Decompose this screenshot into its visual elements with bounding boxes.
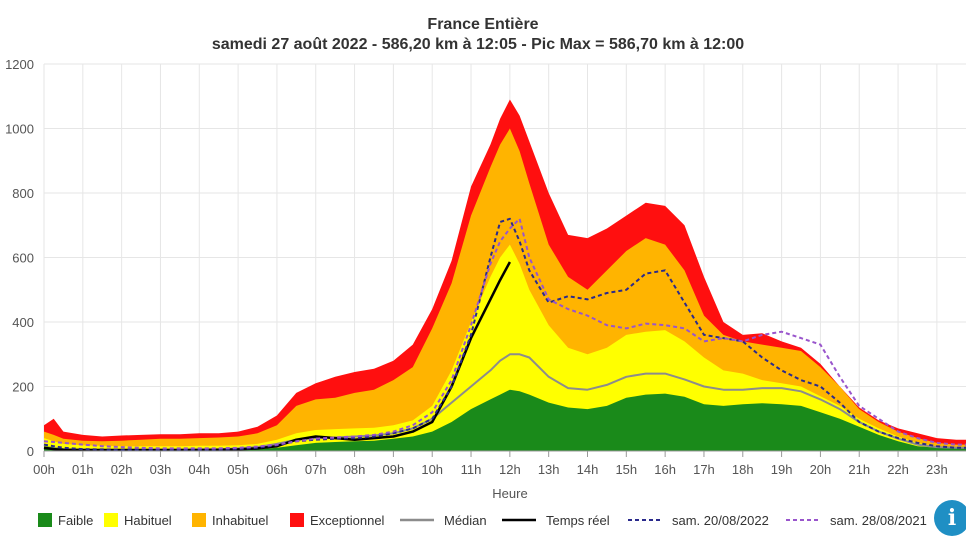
x-tick-label: 04h (188, 462, 210, 477)
legend-label: Faible (58, 513, 93, 528)
legend-item[interactable]: Exceptionnel (290, 513, 385, 528)
series-lines (43, 217, 966, 452)
legend-label: Inhabituel (212, 513, 268, 528)
legend-label: sam. 28/08/2021 (830, 513, 927, 528)
legend-item[interactable]: Inhabituel (192, 513, 268, 528)
x-tick-label: 18h (732, 462, 754, 477)
severity-bands (44, 99, 966, 451)
legend-item[interactable]: sam. 20/08/2022 (628, 513, 769, 528)
legend-item[interactable]: Faible (38, 513, 93, 528)
x-tick-label: 05h (227, 462, 249, 477)
legend-swatch (192, 513, 206, 527)
series-line (43, 217, 966, 451)
legend-item[interactable]: sam. 28/08/2021 (786, 513, 927, 528)
x-tick-label: 23h (926, 462, 948, 477)
legend-item[interactable]: Habituel (104, 513, 172, 528)
legend-swatch (290, 513, 304, 527)
x-tick-label: 07h (305, 462, 327, 477)
y-tick-label: 600 (12, 251, 34, 266)
y-tick-label: 1000 (5, 122, 34, 137)
legend-swatch (104, 513, 118, 527)
y-tick-label: 400 (12, 315, 34, 330)
x-tick-label: 00h (33, 462, 55, 477)
x-tick-label: 17h (693, 462, 715, 477)
x-tick-label: 15h (615, 462, 637, 477)
x-tick-label: 19h (771, 462, 793, 477)
y-tick-label: 200 (12, 380, 34, 395)
band-habituel (44, 244, 966, 451)
x-tick-label: 06h (266, 462, 288, 477)
legend-swatch (38, 513, 52, 527)
x-tick-label: 21h (848, 462, 870, 477)
legend-label: Habituel (124, 513, 172, 528)
y-tick-label: 800 (12, 186, 34, 201)
x-tick-label: 14h (577, 462, 599, 477)
x-tick-label: 10h (421, 462, 443, 477)
x-tick-label: 09h (383, 462, 405, 477)
legend-label: Temps réel (546, 513, 610, 528)
legend-item[interactable]: Temps réel (502, 513, 610, 528)
chart-subtitle: samedi 27 août 2022 - 586,20 km à 12:05 … (212, 36, 744, 53)
axes: 0 200 400 600 800 1000 1200 00h 01h 02h 03h 04h 05h 0… (5, 57, 966, 477)
x-axis-title: Heure (492, 486, 527, 501)
x-tick-label: 08h (344, 462, 366, 477)
legend-label: Médian (444, 513, 487, 528)
x-tick-label: 16h (654, 462, 676, 477)
x-tick-label: 02h (111, 462, 133, 477)
y-tick-label: 0 (27, 444, 34, 459)
x-tick-label: 03h (150, 462, 172, 477)
y-tick-label: 1200 (5, 57, 34, 72)
legend-label: sam. 20/08/2022 (672, 513, 769, 528)
legend-item[interactable]: Médian (400, 513, 487, 528)
band-faible (44, 389, 966, 451)
info-button[interactable]: i (934, 500, 966, 536)
x-tick-label: 22h (887, 462, 909, 477)
legend-label: Exceptionnel (310, 513, 385, 528)
x-tick-label: 20h (810, 462, 832, 477)
x-tick-label: 01h (72, 462, 94, 477)
legend: Faible Habituel Inhabituel Exceptionnel Médi… (38, 513, 927, 528)
x-tick-label: 13h (538, 462, 560, 477)
x-tick-label: 12h (499, 462, 521, 477)
chart-title: France Entière (427, 16, 538, 33)
x-tick-label: 11h (461, 462, 482, 477)
